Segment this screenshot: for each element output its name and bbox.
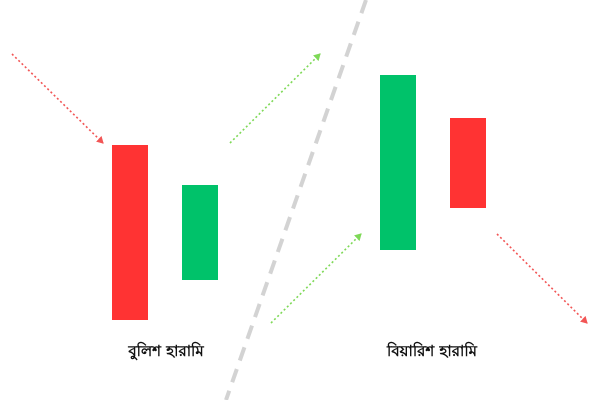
downtrend-arrow-right	[496, 233, 588, 324]
bullish-harami-bearish-candle	[112, 145, 148, 320]
bearish-harami-bullish-candle	[380, 75, 416, 250]
uptrend-arrow-left	[229, 53, 321, 144]
divider-line	[224, 0, 368, 400]
bearish-harami-label: বিয়ারিশ হারামি	[387, 342, 477, 360]
bearish-harami-bearish-candle	[450, 118, 486, 208]
bullish-harami-bullish-candle	[182, 185, 218, 280]
downtrend-arrow-left	[11, 53, 104, 144]
bullish-harami-label: বুলিশ হারামি	[128, 342, 204, 360]
uptrend-arrow-right	[270, 233, 362, 324]
